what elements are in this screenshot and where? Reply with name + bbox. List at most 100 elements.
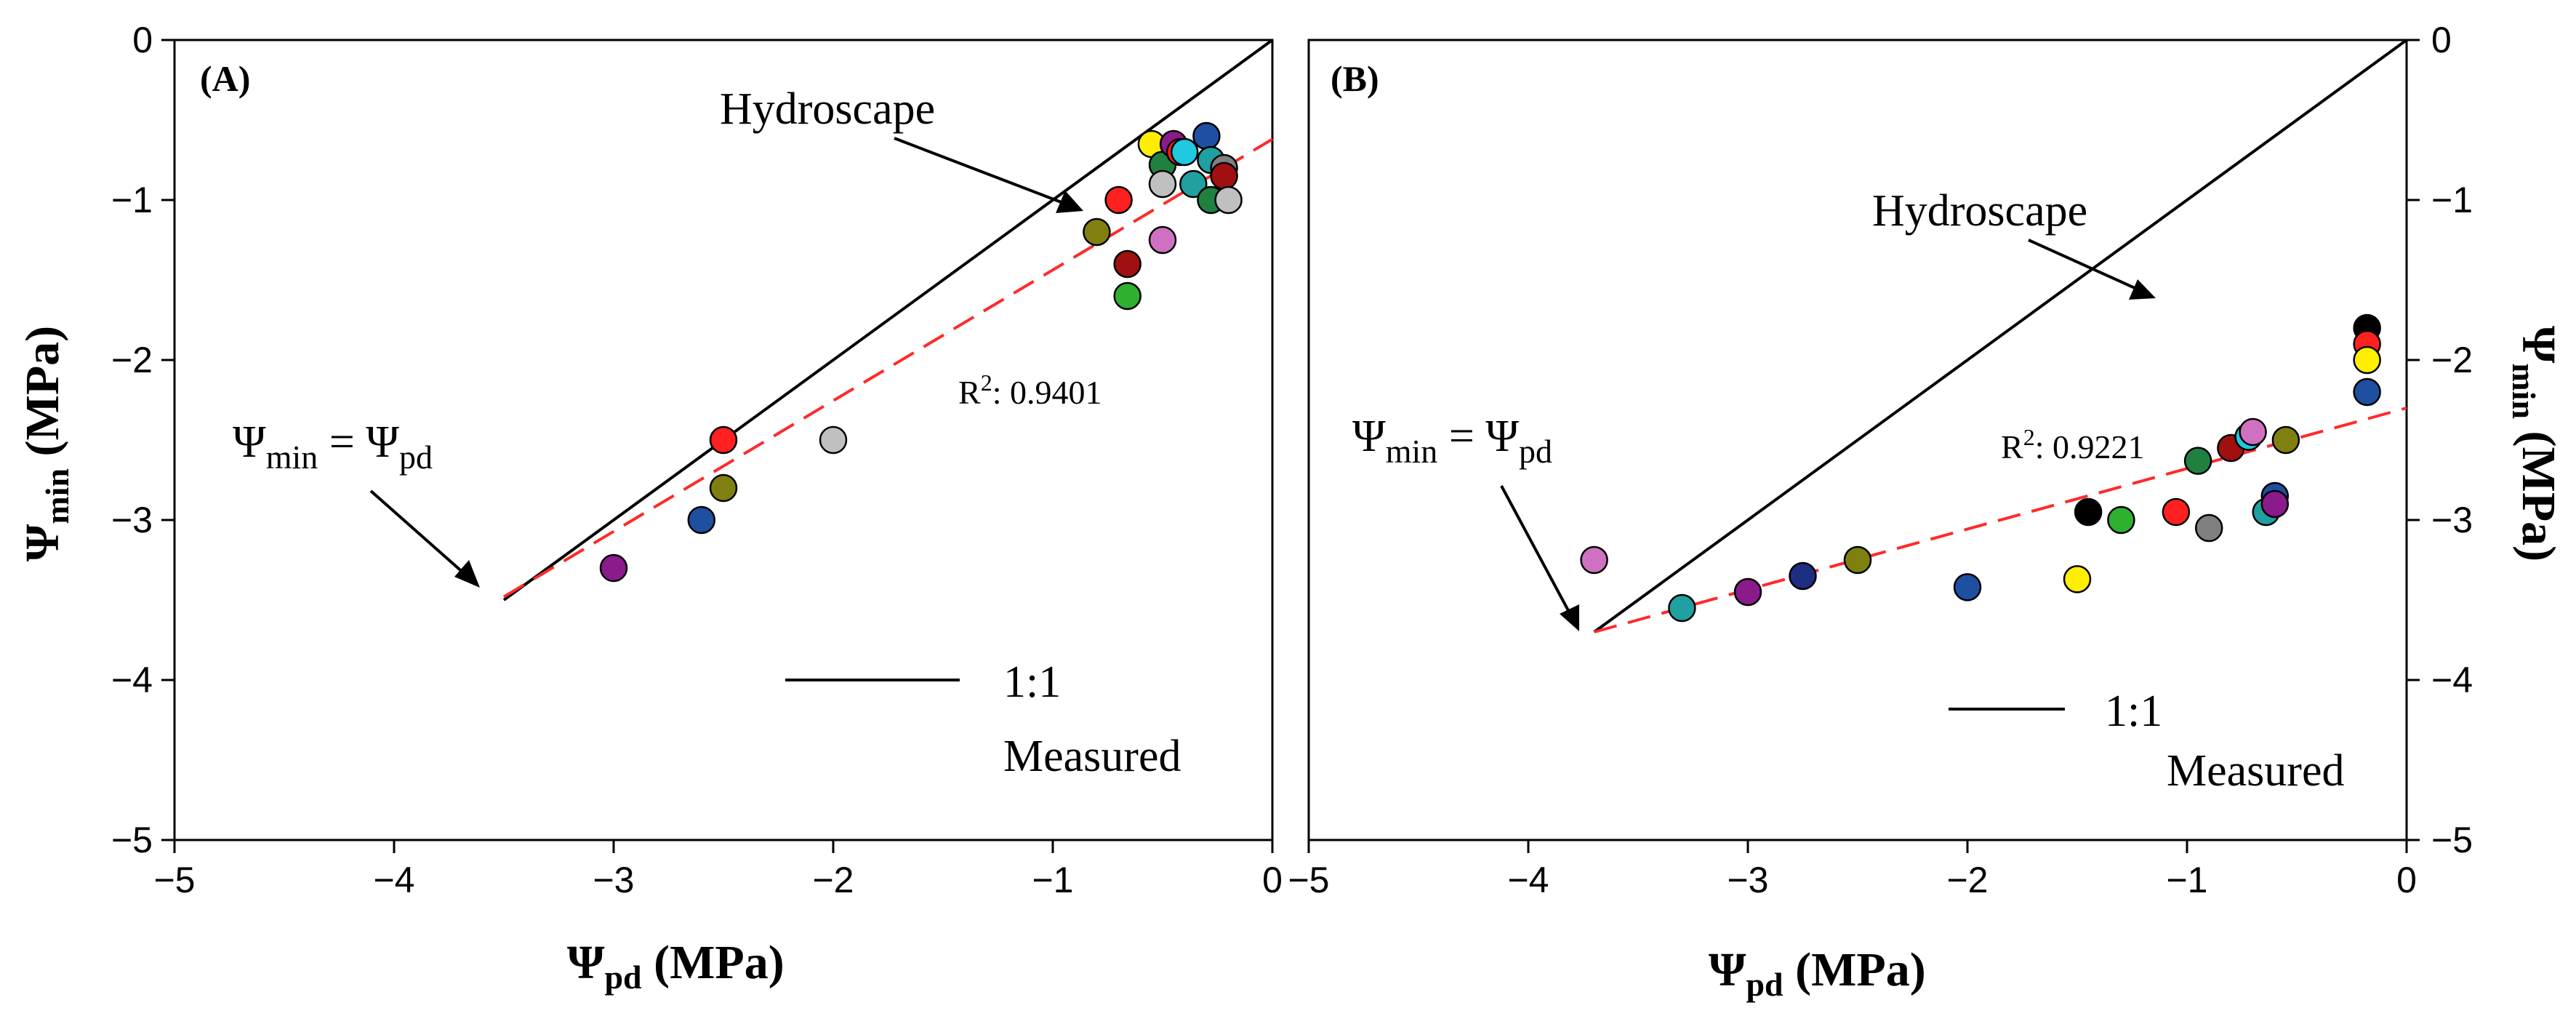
- data-point: [1668, 593, 1696, 623]
- panel-b-r2-sup: 2: [2023, 424, 2035, 450]
- panel-b-equality-label: Ψmin = Ψpd: [1352, 412, 1552, 470]
- panel-a-equality-arrowhead: [454, 560, 480, 588]
- panel-b-measured-fit-line: [1594, 407, 2407, 633]
- y-tick-label: −1: [2431, 180, 2473, 220]
- panel-b-x-title-sub: pd: [1746, 966, 1783, 1003]
- x-tick-label: −2: [812, 860, 854, 900]
- panel-b-x-title-unit: (MPa): [1783, 943, 1926, 996]
- y-tick-label: −4: [2431, 660, 2473, 700]
- y-tick-label: 0: [2431, 20, 2452, 60]
- x-tick-label: 0: [2396, 860, 2417, 900]
- panel-a-legend-line-label: 1:1: [1003, 657, 1061, 707]
- panel-a-y-title-sub: min: [39, 468, 76, 524]
- data-point: [1214, 185, 1243, 215]
- data-point: [687, 505, 716, 535]
- panel-a-y-ticks: 0 −1 −2 −3 −4 −5: [111, 20, 174, 860]
- x-tick-label: −3: [1727, 860, 1768, 900]
- data-point: [2162, 497, 2191, 527]
- data-point: [1789, 561, 1817, 591]
- panel-a-y-title-unit: (MPa): [16, 326, 69, 468]
- panel-b-x-title-main: Ψ: [1709, 943, 1746, 996]
- panel-a-x-ticks: −5 −4 −3 −2 −1 0: [153, 840, 1283, 900]
- y-tick-label: −3: [2431, 500, 2473, 540]
- panel-a-plot-frame: [173, 39, 1274, 841]
- data-point: [1192, 121, 1221, 151]
- panel-a-r2-value: : 0.9401: [992, 374, 1102, 411]
- data-point: [2271, 425, 2300, 455]
- y-tick-label: −5: [111, 820, 153, 860]
- data-point: [1104, 185, 1133, 215]
- x-tick-label: −5: [153, 860, 195, 900]
- x-tick-label: −1: [2166, 860, 2207, 900]
- panel-b-label: (B): [1331, 58, 1379, 99]
- panel-a-hydroscape-label: Hydroscape: [720, 84, 935, 134]
- y-tick-label: −4: [111, 660, 153, 700]
- panel-b-y-axis-title: Ψmin (MPa): [2505, 326, 2565, 561]
- data-point: [1953, 573, 1982, 601]
- data-point: [1113, 249, 1141, 279]
- panel-a-x-title-main: Ψ: [567, 936, 605, 989]
- data-point: [1843, 545, 1872, 575]
- panel-b-equality-arrow: [1500, 485, 1572, 615]
- panel-b-plot-frame: [1307, 39, 2408, 841]
- data-point: [1148, 169, 1177, 199]
- panel-b-y-ticks: 0 −1 −2 −3 −4 −5: [2407, 20, 2473, 860]
- panel-b-eq-sub-right: pd: [1519, 433, 1552, 470]
- data-point: [2063, 565, 2092, 593]
- panel-a-eq-psi-left: Ψ: [233, 417, 266, 467]
- panel-b-eq-sub-left: min: [1386, 433, 1438, 470]
- y-tick-label: −1: [111, 180, 153, 220]
- x-tick-label: −2: [1946, 860, 1988, 900]
- panel-b-r2-value: : 0.9221: [2035, 428, 2145, 465]
- data-point: [2074, 497, 2103, 527]
- panel-a-x-title-sub: pd: [604, 959, 642, 996]
- x-tick-label: 0: [1262, 860, 1283, 900]
- panel-a-equality-label: Ψmin = Ψpd: [233, 417, 433, 476]
- panel-b-y-title-sub: min: [2505, 363, 2543, 419]
- data-point: [2107, 505, 2135, 535]
- y-tick-label: −5: [2431, 820, 2473, 860]
- x-tick-label: −5: [1288, 860, 1329, 900]
- panel-a-eq-sub-right: pd: [399, 439, 433, 476]
- y-tick-label: 0: [132, 20, 153, 60]
- panel-b-r2-r: R: [2001, 428, 2023, 465]
- data-point: [1210, 161, 1238, 191]
- y-tick-label: −2: [111, 340, 153, 380]
- panel-b-hydroscape-label: Hydroscape: [1872, 186, 2087, 236]
- data-point: [1580, 545, 1608, 575]
- data-point: [1083, 217, 1111, 247]
- panel-a-equality-arrow: [369, 489, 467, 576]
- panel-b-eq-operator: = Ψ: [1437, 412, 1519, 461]
- data-point: [2353, 377, 2381, 407]
- panel-a-r2-label: R2: 0.9401: [958, 369, 1102, 411]
- data-point: [2183, 447, 2212, 475]
- data-point: [2260, 489, 2290, 519]
- y-tick-label: −2: [2431, 340, 2473, 380]
- panel-a-x-title-unit: (MPa): [642, 936, 785, 989]
- x-tick-label: −4: [373, 860, 414, 900]
- panel-b-y-title-unit: (MPa): [2512, 419, 2565, 561]
- panel-a-measured-fit-line: [502, 137, 1274, 599]
- data-point: [709, 473, 738, 503]
- panel-a: −5 −4 −3 −2 −1 0 0 −1 −2 −3 −4 −5 (A) Hydroscape Ψ…: [16, 20, 1283, 996]
- panel-a-label: (A): [200, 58, 250, 99]
- panel-a-eq-sub-left: min: [266, 439, 318, 476]
- y-tick-label: −3: [111, 500, 153, 540]
- panel-b-r2-label: R2: 0.9221: [2001, 424, 2144, 465]
- panel-b-hydroscape-arrow: [2028, 239, 2142, 292]
- panel-b: −5 −4 −3 −2 −1 0 0 −1 −2 −3 −4 −5 (B) Hydroscape Ψ…: [1288, 20, 2565, 1003]
- panel-a-hydroscape-arrowhead: [1056, 191, 1083, 213]
- panel-b-equality-arrowhead: [1560, 604, 1579, 631]
- panel-a-y-axis-title: Ψmin (MPa): [16, 326, 76, 561]
- panel-b-one-to-one-line: [1593, 39, 2408, 633]
- data-point: [819, 425, 848, 455]
- data-point: [1113, 281, 1141, 311]
- data-point: [1148, 225, 1177, 255]
- panel-a-r2-sup: 2: [981, 369, 992, 396]
- data-point: [2353, 345, 2381, 375]
- data-point: [599, 553, 628, 583]
- x-tick-label: −4: [1507, 860, 1549, 900]
- data-point: [1170, 137, 1199, 167]
- panel-b-points: [1580, 313, 2381, 623]
- panel-a-hydroscape-arrow: [894, 137, 1070, 207]
